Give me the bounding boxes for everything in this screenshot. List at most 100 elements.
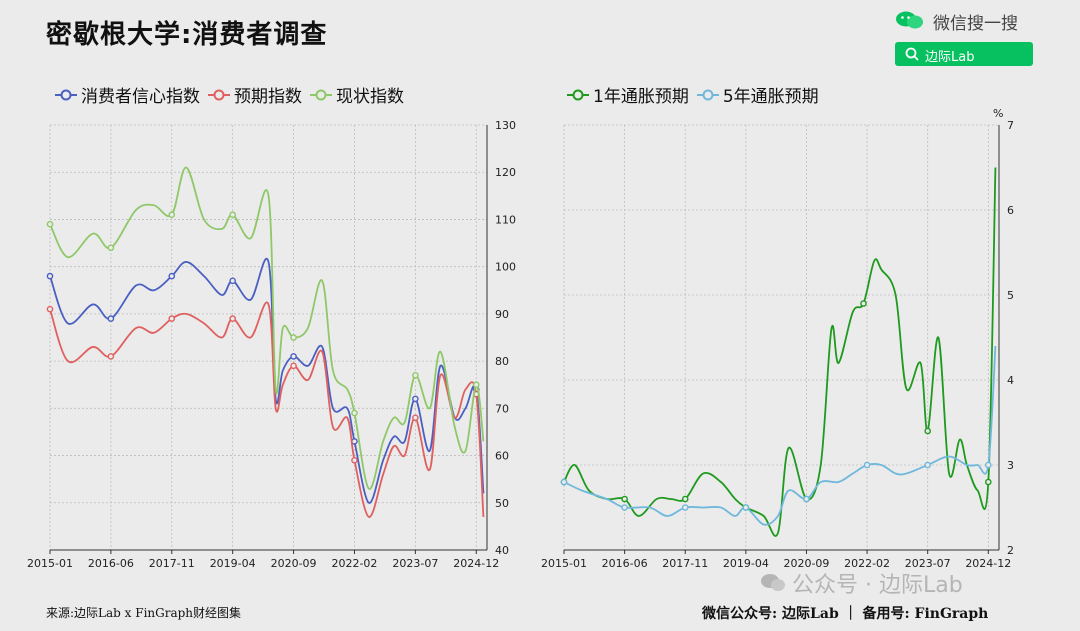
search-box[interactable]: 边际Lab (895, 42, 1033, 66)
legend-item-confidence: 消费者信心指数 (55, 82, 200, 107)
y-tick-label: 70 (495, 402, 509, 415)
legend-item-5y-inflation: 5年通胀预期 (696, 82, 819, 107)
y-tick-label: 3 (1007, 459, 1014, 472)
series-marker (621, 504, 628, 511)
charts-canvas: 40 50 60 70 80 90 100 110 120 130 2015-01 2016-06 20… (27, 107, 1014, 570)
x-tick-label: 2020-09 (271, 557, 317, 570)
series-marker (985, 478, 992, 486)
legend-label-current: 现状指数 (336, 87, 404, 107)
series-line-0-2 (49, 166, 485, 490)
legend-marker-expectations (208, 89, 230, 100)
brand-text: 微信搜一搜 (933, 14, 1018, 34)
series-marker (351, 456, 358, 464)
series-line-1-1 (563, 345, 997, 526)
y-tick-label: 40 (495, 544, 509, 557)
series-marker (560, 478, 568, 486)
x-tick-label: 2023-07 (905, 557, 951, 570)
x-tick-label: 2019-04 (723, 557, 769, 570)
legend-item-1y-inflation: 1年通胀预期 (567, 82, 689, 107)
legend-marker-1y (567, 89, 589, 100)
series-marker (472, 381, 480, 389)
x-tick-label: 2015-01 (541, 557, 587, 570)
y-tick-label: 60 (495, 450, 509, 463)
right-legend: 1年通胀预期 5年通胀预期 (567, 82, 827, 107)
y-tick-label: 80 (495, 355, 509, 368)
series-marker (924, 461, 931, 469)
search-text: 边际Lab (925, 50, 975, 65)
series-marker (168, 315, 176, 322)
series-marker (860, 300, 867, 307)
series-marker (229, 277, 236, 285)
legend-marker-current (310, 89, 332, 100)
series-marker (351, 409, 358, 417)
y-tick-label: 4 (1007, 374, 1014, 387)
series-marker (621, 495, 628, 503)
legend-item-expectations: 预期指数 (208, 82, 302, 107)
x-tick-label: 2023-07 (392, 557, 438, 570)
legend-label-1y: 1年通胀预期 (593, 87, 689, 107)
y-tick-label: 7 (1007, 119, 1014, 132)
legend-label-expectations: 预期指数 (234, 87, 302, 107)
series-marker (290, 334, 297, 341)
page-title: 密歇根大学:消费者调查 (46, 20, 328, 50)
legend-item-current: 现状指数 (310, 82, 404, 107)
series-marker (412, 395, 419, 403)
legend-label-5y: 5年通胀预期 (722, 87, 819, 107)
series-marker (924, 427, 931, 435)
series-marker (46, 305, 54, 313)
watermark: 公众号 · 边际Lab (760, 567, 963, 599)
x-tick-label: 2015-01 (27, 557, 73, 570)
series-marker (168, 272, 176, 280)
x-tick-label: 2024-12 (965, 557, 1011, 570)
x-tick-label: 2019-04 (210, 557, 256, 570)
watermark-wechat-icon (761, 574, 785, 591)
series-marker (681, 504, 689, 511)
y-tick-label: 100 (495, 261, 516, 274)
y-tick-label: 6 (1007, 204, 1014, 217)
x-tick-label: 2016-06 (88, 557, 134, 570)
series-marker (412, 371, 419, 379)
y-tick-label: 120 (495, 166, 516, 179)
series-line-0-1 (49, 301, 485, 518)
x-tick-label: 2017-11 (662, 557, 708, 570)
watermark-text: 公众号 · 边际Lab (792, 573, 963, 598)
legend-marker-confidence (55, 89, 77, 100)
x-tick-label: 2022-02 (844, 557, 890, 570)
series-marker (107, 244, 115, 252)
legend-marker-5y (696, 89, 719, 100)
search-icon (905, 47, 919, 61)
series-marker (742, 504, 750, 511)
series-marker (863, 461, 871, 469)
x-tick-label: 2017-11 (149, 557, 195, 570)
series-line-0-0 (49, 257, 485, 504)
series-marker (46, 272, 54, 280)
legend-label-confidence: 消费者信心指数 (81, 87, 200, 107)
x-tick-label: 2022-02 (331, 557, 377, 570)
y-tick-label: 130 (495, 119, 516, 132)
chart-panel-0: 40 50 60 70 80 90 100 110 120 130 2015-01 2016-06 20… (27, 119, 516, 570)
series-marker (107, 315, 115, 322)
series-line-1-0 (563, 167, 997, 537)
x-tick-label: 2020-09 (783, 557, 829, 570)
series-marker (107, 353, 115, 360)
x-tick-label: 2024-12 (453, 557, 499, 570)
wechat-icon (896, 11, 923, 29)
series-marker (229, 211, 236, 219)
series-marker (412, 414, 419, 422)
left-legend: 消费者信心指数 预期指数 现状指数 (55, 82, 412, 107)
y-tick-label: 110 (495, 213, 516, 226)
y-tick-label: 50 (495, 497, 509, 510)
x-tick-label: 2016-06 (602, 557, 648, 570)
chart-panel-1: 2 3 4 5 6 7 2015-01 2016-06 2017-11 2019-04 2020-0… (541, 107, 1014, 570)
y-unit-label: % (993, 107, 1003, 120)
series-marker (985, 461, 992, 469)
source-note: 来源:边际Lab x FinGraph财经图集 (46, 606, 242, 620)
wechat-search-brand[interactable]: 微信搜一搜 (895, 8, 1045, 34)
series-marker (803, 495, 810, 503)
footer-credit: 微信公众号: 边际Lab ｜ 备用号: FinGraph (702, 606, 989, 622)
series-marker (229, 315, 236, 322)
series-marker (681, 495, 689, 503)
series-marker (290, 353, 297, 360)
y-tick-label: 2 (1007, 544, 1014, 557)
series-marker (290, 362, 297, 370)
